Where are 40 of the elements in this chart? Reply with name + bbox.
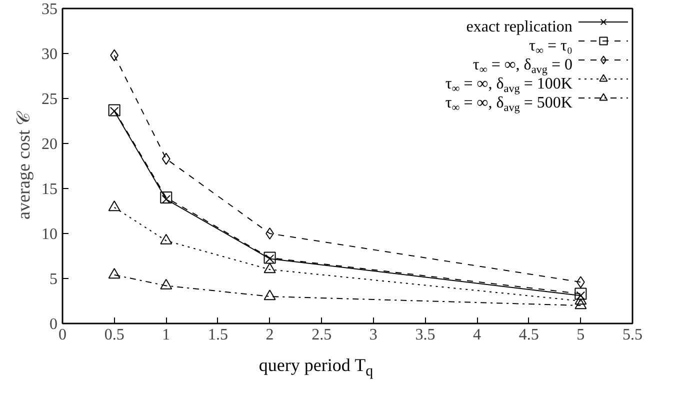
y-tick-label: 15 — [42, 181, 58, 198]
point — [160, 278, 172, 290]
legend-label: exact replication — [466, 18, 572, 36]
y-tick-label: 35 — [42, 1, 58, 18]
point — [574, 288, 587, 300]
point — [160, 234, 172, 244]
legend-label: τ∞ = τ₀ — [529, 38, 572, 57]
y-axis-title: average cost 𝒞 — [14, 110, 34, 220]
y-tick-label: 30 — [42, 46, 58, 63]
x-tick-label: 5 — [576, 326, 585, 344]
x-tick-label: 4 — [473, 326, 482, 344]
point — [108, 104, 120, 116]
point — [108, 268, 120, 279]
x-tick-label: 3 — [369, 326, 378, 344]
x-axis-title: query period T$_{q}$ — [258, 354, 374, 382]
x-tick-label: 1 — [162, 326, 170, 344]
point — [576, 291, 586, 300]
point — [160, 192, 172, 204]
point — [574, 294, 587, 305]
x-tick-label: 2 — [266, 326, 274, 344]
y-tick-label: 20 — [42, 136, 58, 153]
y-tick-label: 5 — [50, 271, 58, 288]
point — [162, 152, 170, 165]
point — [108, 200, 120, 212]
point — [264, 252, 276, 264]
x-tick-label: 5.5 — [622, 326, 642, 344]
y-tick-label: 10 — [42, 226, 58, 243]
point — [266, 228, 274, 240]
x-tick-label: 1.5 — [208, 326, 228, 344]
x-tick-label: 0.5 — [104, 326, 124, 344]
y-tick-label: 25 — [42, 91, 58, 108]
point — [264, 262, 276, 274]
point — [264, 290, 276, 300]
point — [110, 106, 119, 116]
x-tick-label: 3.5 — [415, 326, 436, 344]
point — [265, 254, 274, 264]
x-tick-label: 2.5 — [312, 326, 332, 344]
x-tick-label: 4.5 — [518, 326, 539, 344]
point — [574, 298, 587, 310]
y-tick-label: 0 — [50, 316, 58, 333]
